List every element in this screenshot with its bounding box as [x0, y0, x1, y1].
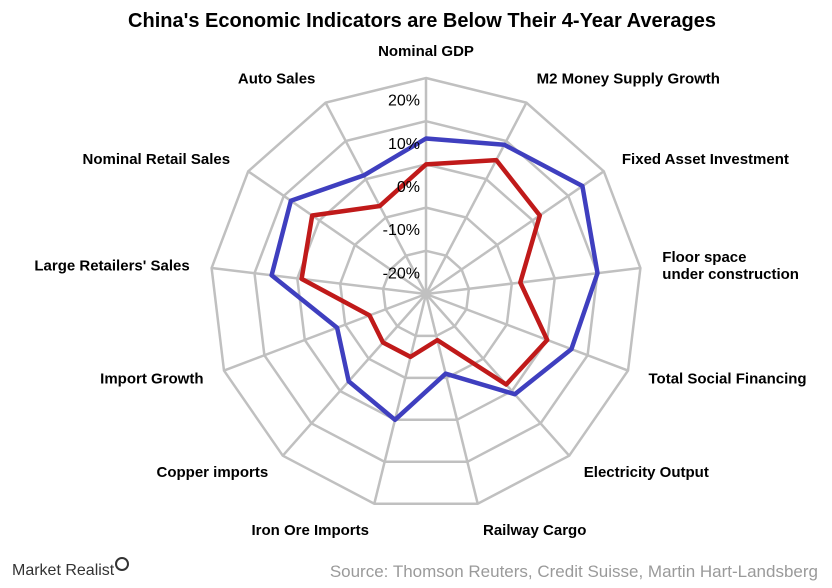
spoke-auto-sales — [324, 102, 428, 295]
brand-logo: Market Realist — [12, 557, 130, 580]
magnifier-icon — [115, 557, 130, 571]
axis-label-nominal-gdp: Nominal GDP — [378, 43, 474, 60]
axis-label-large-retailers-sales: Large Retailers' Sales — [34, 257, 189, 274]
axis-label-electricity-output: Electricity Output — [584, 464, 709, 481]
radar-grid — [210, 76, 642, 505]
axis-label-fixed-asset-investment: Fixed Asset Investment — [622, 151, 789, 168]
grid-ring — [253, 119, 599, 464]
series-line-1 — [269, 136, 600, 423]
axis-label-import-growth: Import Growth — [100, 370, 203, 387]
brand-name: Market Realist — [12, 562, 115, 579]
series-layer — [269, 136, 600, 423]
grid-ring — [210, 76, 642, 505]
radial-tick-label: -20% — [383, 265, 420, 282]
spoke-fixed-asset-investment — [425, 170, 605, 296]
chart-title: China's Economic Indicators are Below Th… — [128, 10, 716, 32]
axis-label-copper-imports: Copper imports — [157, 464, 269, 481]
axis-label-total-social-financing: Total Social Financing — [649, 370, 807, 387]
spoke-iron-ore-imports — [373, 293, 428, 504]
spoke-total-social-financing — [425, 292, 629, 372]
axis-label-m2-money-supply-growth: M2 Money Supply Growth — [537, 70, 720, 87]
axis-label-auto-sales: Auto Sales — [238, 70, 316, 87]
radial-tick-label: 10% — [388, 136, 420, 153]
radial-tick-label: 20% — [388, 93, 420, 110]
grid-ring — [381, 249, 471, 338]
spoke-copper-imports — [281, 293, 427, 457]
spoke-floor-space-under-construction — [425, 266, 641, 296]
axis-label-nominal-retail-sales: Nominal Retail Sales — [83, 151, 231, 168]
spoke-railway-cargo — [424, 293, 479, 504]
radial-tick-labels: -20% -10% 0% 10% 20% — [383, 93, 420, 283]
radial-tick-label: 0% — [397, 179, 420, 196]
grid-ring — [338, 206, 514, 380]
spoke-large-retailers-sales — [211, 266, 427, 296]
axis-label-floor-space-under-construction: Floor space under construction — [662, 249, 799, 283]
source-note: Source: Thomson Reuters, Credit Suisse, … — [329, 562, 818, 581]
axis-labels: Nominal GDP M2 Money Supply Growth Fixed A… — [34, 43, 806, 539]
spoke-nominal-retail-sales — [247, 170, 427, 296]
spoke-m2-money-supply-growth — [424, 102, 528, 295]
radial-tick-label: -10% — [383, 222, 420, 239]
spoke-electricity-output — [425, 293, 571, 457]
series-line-2 — [299, 157, 550, 387]
spoke-import-growth — [223, 292, 427, 372]
axis-label-railway-cargo: Railway Cargo — [483, 522, 586, 539]
axis-label-iron-ore-imports: Iron Ore Imports — [251, 522, 369, 539]
